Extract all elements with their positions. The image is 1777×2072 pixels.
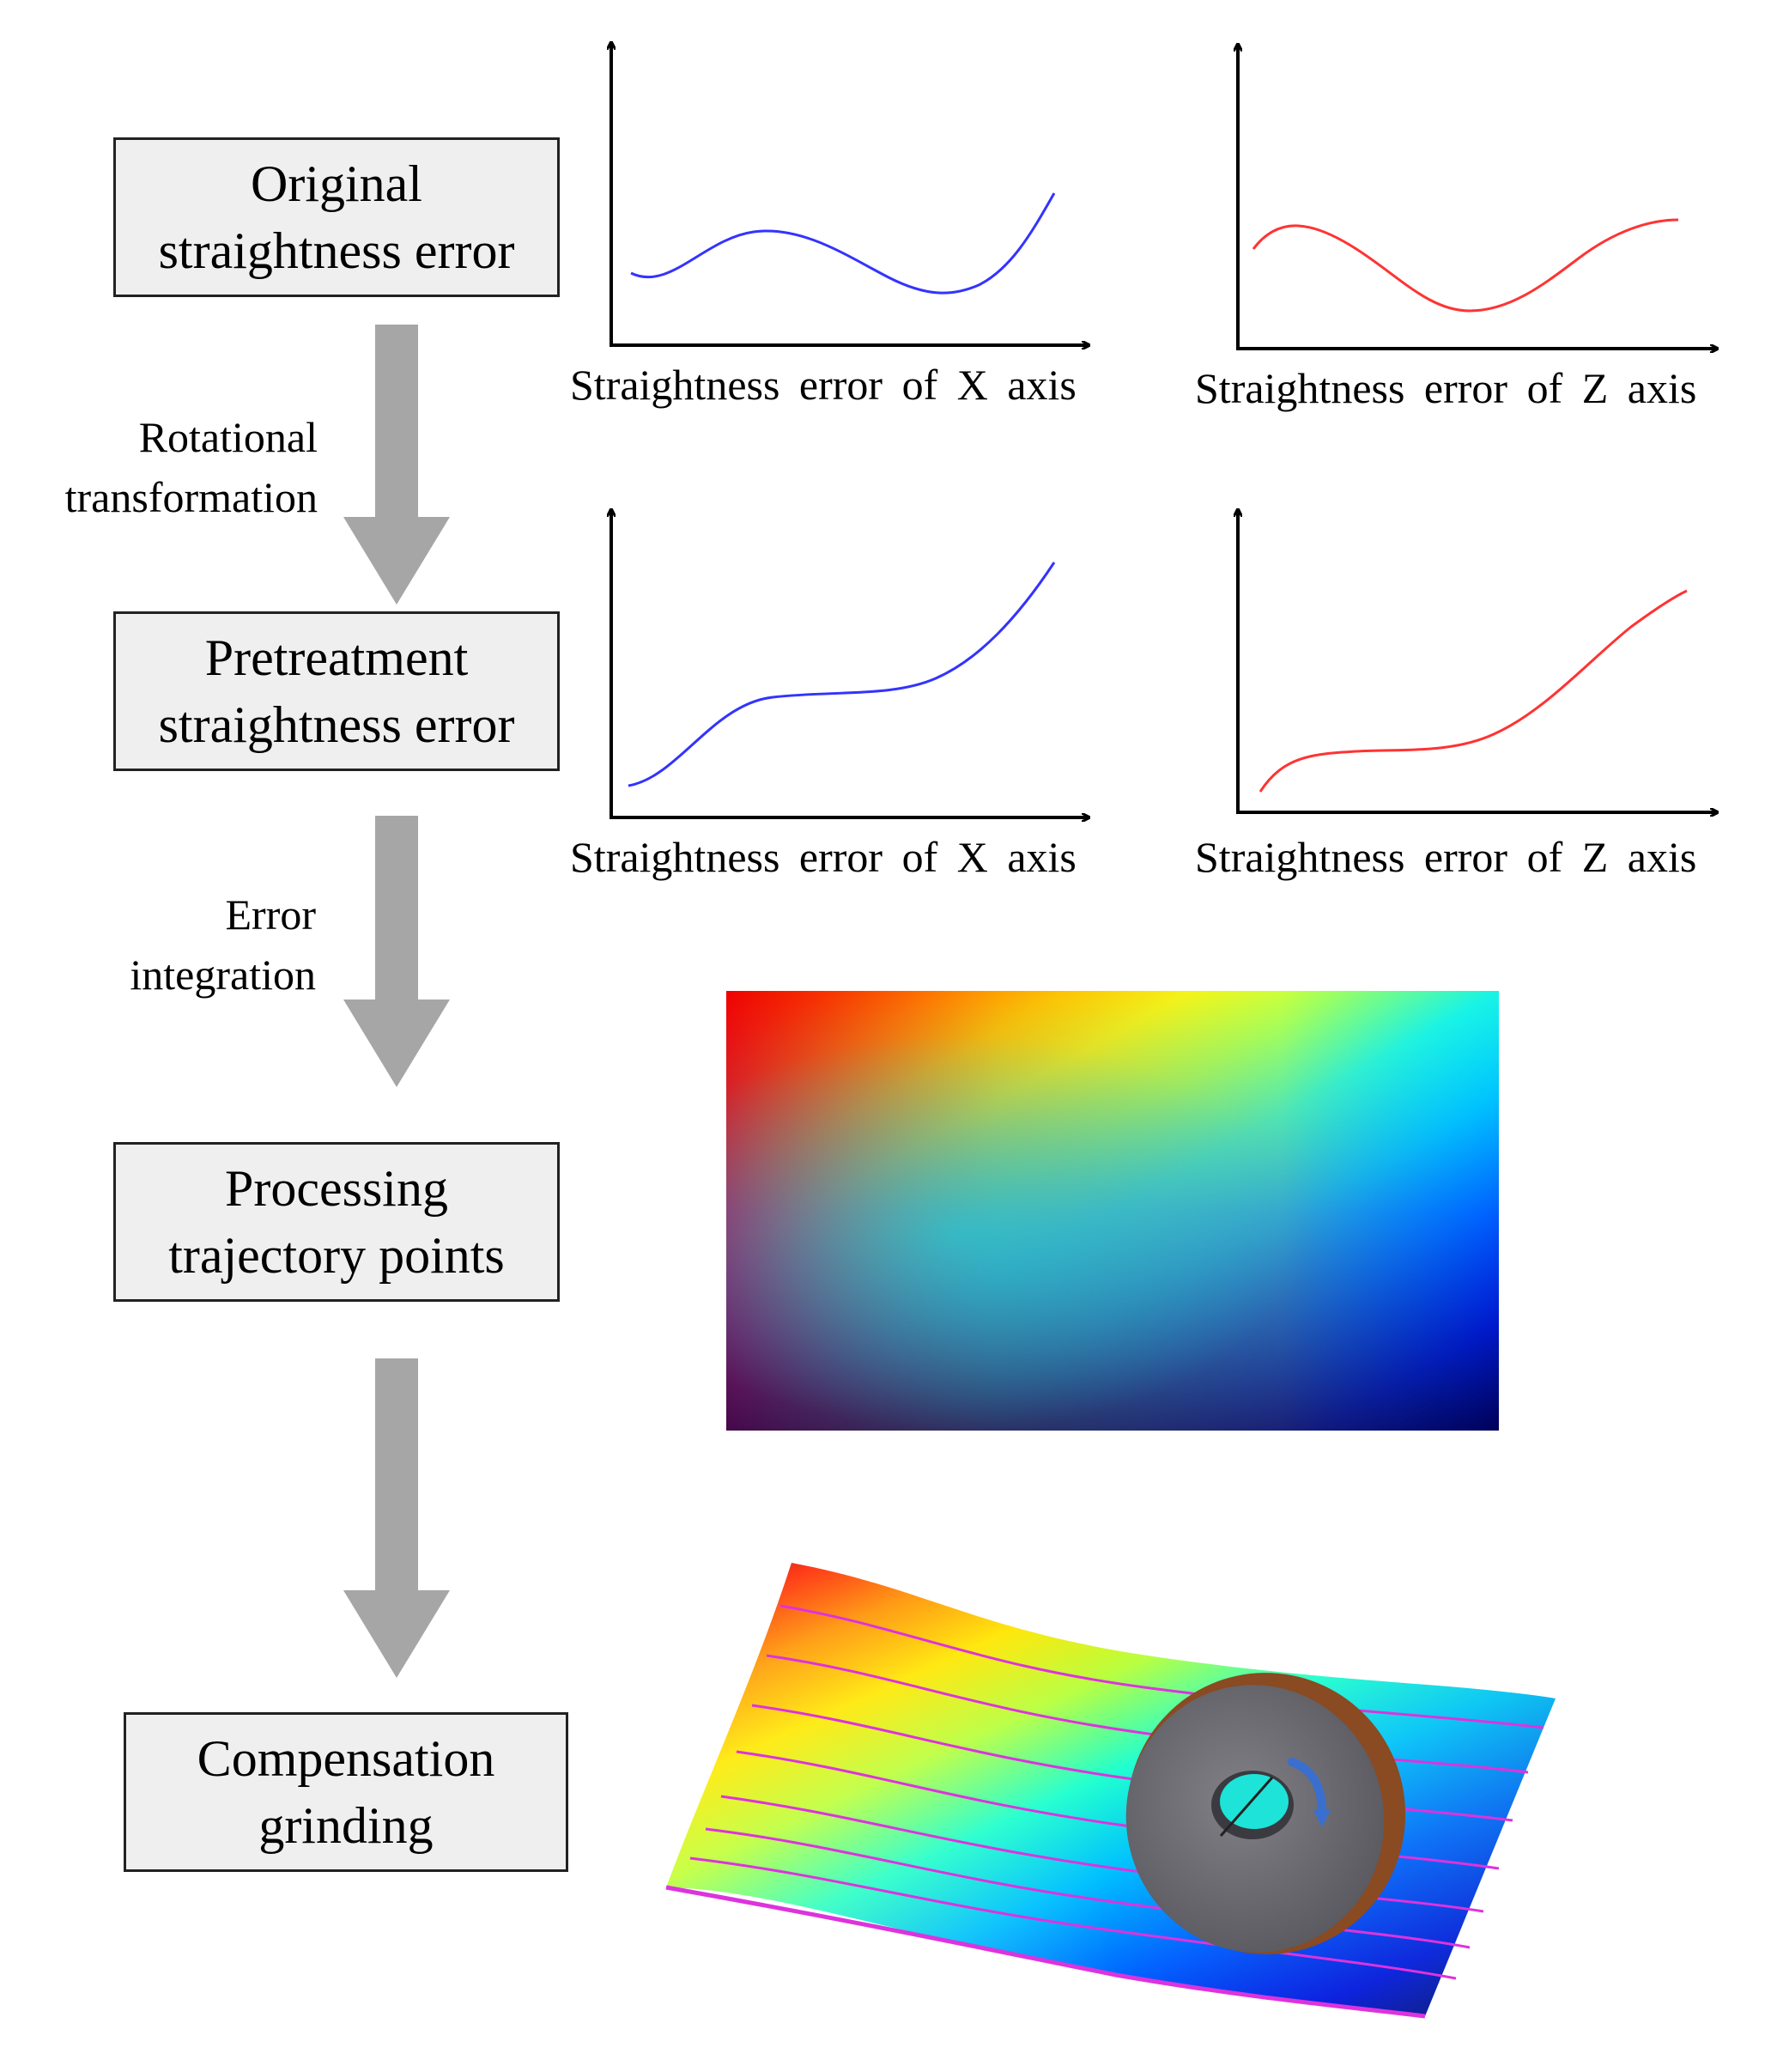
plot-original-x [610,43,1089,345]
label-rotational-line1: Rotational [138,413,318,461]
plot-pretreat-z-curve [1258,589,1688,793]
grinding-surface-image [665,1563,1556,2019]
error-heatmap-image [726,991,1499,1431]
plot-original-z-curve [1252,218,1679,313]
step-compensation-line1: Compensation [197,1730,495,1787]
label-rotational-line2: transformation [64,473,318,521]
plot-original-x-curve [630,192,1056,295]
label-error-line1: Error [225,890,317,939]
plot-pretreat-z [1236,510,1717,812]
label-error-line2: integration [130,951,316,999]
step-compensation-line2: grinding [258,1797,434,1854]
plot-pretreat-x-curve [628,562,1056,787]
plot-pretreat-x [610,510,1089,817]
plot-pretreat-x-label: Straightness error of X axis [570,833,1077,881]
step-compensation-grinding: Compensation grinding [124,1712,568,1872]
flow-arrow-3 [343,1358,450,1678]
step-processing-trajectory-points: Processing trajectory points [113,1142,560,1302]
plot-original-z [1236,45,1717,349]
label-error-integration: Error integration [17,884,316,1005]
step-pretreatment-straightness-error: Pretreatment straightness error [113,611,560,771]
step-processing-line2: trajectory points [168,1227,505,1284]
plot-original-z-label: Straightness error of Z axis [1195,364,1696,412]
flow-arrow-2 [343,816,450,1087]
step-original-line1: Original [251,155,422,212]
label-rotational-transformation: Rotational transformation [17,407,318,527]
plot-original-x-label: Straightness error of X axis [570,361,1077,409]
step-pretreatment-line1: Pretreatment [204,629,469,686]
grinding-wheel [1125,1673,1406,1954]
plot-pretreat-z-label: Straightness error of Z axis [1195,833,1696,881]
step-pretreatment-line2: straightness error [158,696,515,753]
step-original-straightness-error: Original straightness error [113,137,560,297]
step-processing-line1: Processing [225,1160,448,1217]
step-original-line2: straightness error [158,222,515,279]
flow-arrow-1 [343,325,450,605]
